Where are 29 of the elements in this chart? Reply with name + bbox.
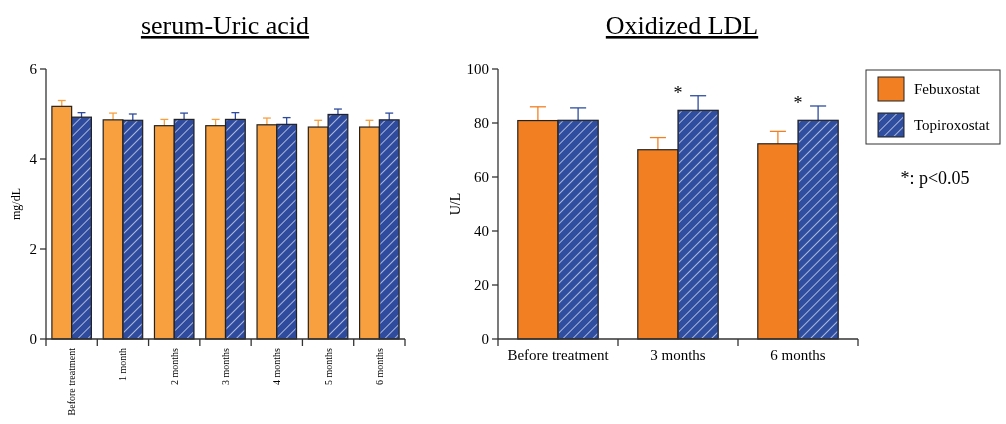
legend-label: Febuxostat	[914, 81, 981, 98]
y-tick-label: 40	[474, 223, 489, 240]
y-tick-label: 4	[29, 151, 38, 168]
x-tick-label: Before treatment	[66, 347, 78, 416]
legend-label: Topiroxostat	[914, 117, 991, 134]
annotation: *	[673, 83, 683, 104]
y-tick-label: 100	[466, 61, 489, 78]
y-tick-label: 0	[481, 331, 489, 348]
x-tick-label: 6 months	[770, 347, 826, 363]
chart-title: Oxidized LDL	[605, 11, 759, 40]
y-axis-title: U/L	[448, 192, 463, 216]
y-tick-label: 2	[29, 241, 37, 258]
annotation: *	[793, 93, 803, 114]
x-tick-label: Before treatment	[507, 347, 610, 363]
y-tick-label: 6	[29, 61, 38, 78]
x-tick-label: 6 months	[373, 347, 385, 385]
x-tick-label: 3 months	[650, 347, 706, 363]
y-tick-label: 0	[29, 331, 37, 348]
x-tick-label: 5 months	[322, 347, 334, 385]
chart-title: serum-Uric acid	[140, 11, 310, 40]
x-tick-label: 1 month	[117, 348, 129, 382]
y-axis-title: mg/dL	[9, 188, 23, 220]
y-tick-label: 20	[474, 277, 489, 294]
x-tick-label: 2 months	[168, 347, 180, 385]
y-tick-label: 80	[474, 115, 489, 132]
x-tick-label: 4 months	[271, 347, 283, 385]
text: *: p<0.05	[900, 168, 970, 189]
y-tick-label: 60	[474, 169, 489, 186]
x-tick-label: 3 months	[220, 347, 231, 385]
